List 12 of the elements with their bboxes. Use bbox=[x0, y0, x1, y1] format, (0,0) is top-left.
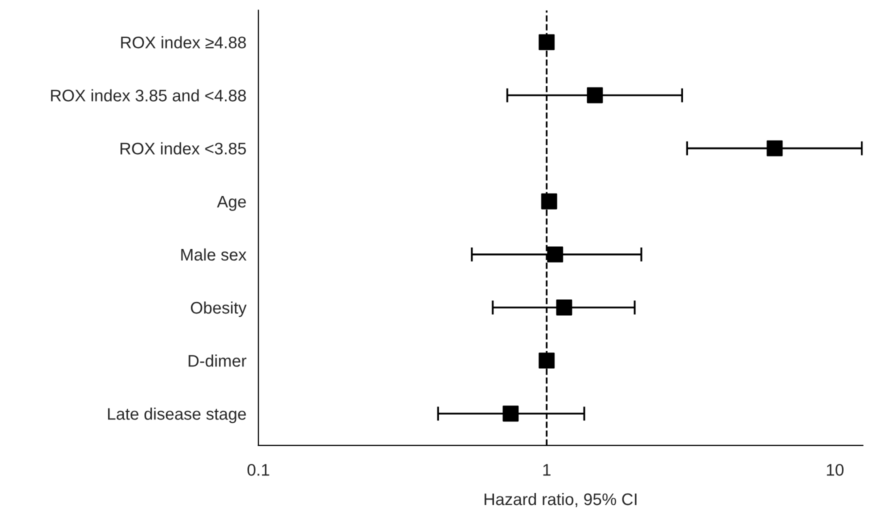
y-tick-label: ROX index <3.85 bbox=[120, 142, 246, 155]
x-tick-label: 0.1 bbox=[247, 464, 270, 476]
y-tick-label: ROX index ≥4.88 bbox=[121, 36, 246, 48]
x-axis-title: Hazard ratio, 95% CI bbox=[484, 492, 636, 508]
y-tick-label: Male sex bbox=[181, 248, 246, 261]
y-tick-label: ROX index 3.85 and <4.88 bbox=[51, 89, 246, 102]
x-tick-label: 10 bbox=[826, 464, 844, 476]
y-tick-label: Late disease stage bbox=[108, 408, 246, 424]
x-tick-label: 1 bbox=[543, 464, 550, 476]
y-tick-label: D-dimer bbox=[188, 354, 246, 367]
y-tick-label: Obesity bbox=[190, 301, 247, 318]
y-tick-label: Age bbox=[216, 196, 246, 211]
